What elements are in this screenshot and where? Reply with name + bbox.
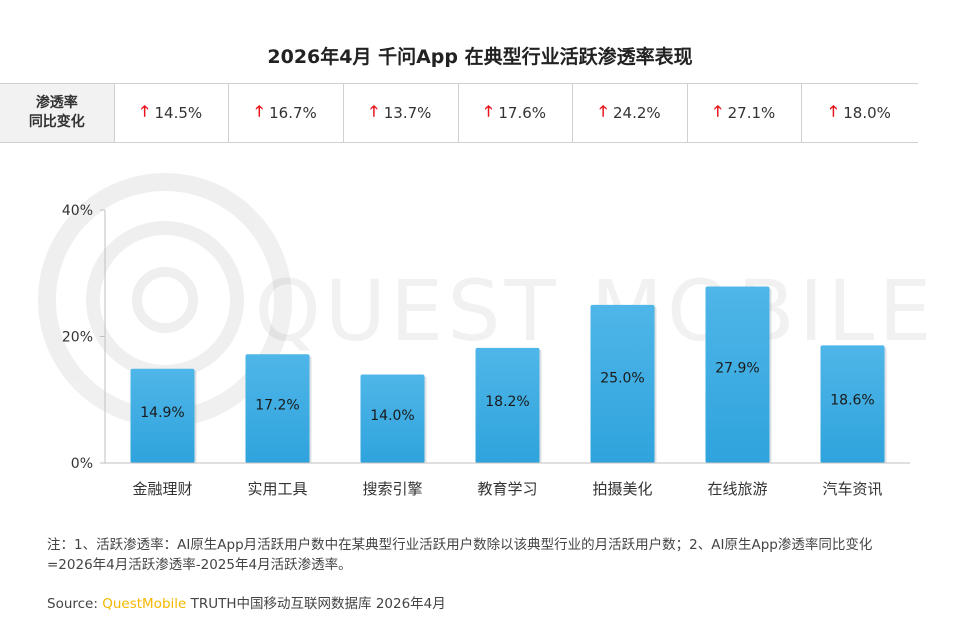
- yoy-change-table: 渗透率 同比变化 🡑 14.5% 🡑 16.7% 🡑 13.7% 🡑 17.6%…: [0, 83, 918, 143]
- bar-group: 14.0%: [360, 374, 427, 463]
- data-label: 18.6%: [830, 392, 874, 408]
- arrow-up-icon: 🡑: [255, 101, 264, 120]
- y-axis: 0% 20% 40%: [62, 203, 106, 472]
- x-axis: 金融理财 实用工具 搜索引擎 教育学习 拍摄美化 在线旅游 汽车资讯: [105, 462, 910, 498]
- x-tick-label: 实用工具: [247, 480, 307, 498]
- bar-group: 18.2%: [475, 347, 542, 463]
- bar: [590, 304, 655, 463]
- bars: 14.9% 17.2% 14.0% 18.2% 25.0% 27.9% 18.6%: [130, 286, 887, 463]
- yoy-change-value: 27.1%: [727, 104, 776, 122]
- footnote: 注：1、活跃渗透率：AI原生App月活跃用户数中在某典型行业活跃用户数除以该典型…: [47, 537, 873, 573]
- data-label: 27.9%: [715, 361, 759, 377]
- yoy-change-cell: 🡑 27.1%: [688, 84, 803, 142]
- yoy-header-line1: 渗透率: [35, 95, 78, 111]
- yoy-change-value: 18.0%: [843, 104, 891, 122]
- source-text: TRUTH中国移动互联网数据库 2026年4月: [190, 596, 446, 612]
- yoy-header-line2: 同比变化: [28, 114, 85, 130]
- arrow-up-icon: 🡑: [599, 101, 608, 120]
- source-line: Source: QuestMobile TRUTH中国移动互联网数据库 2026…: [47, 592, 446, 612]
- source-brand: QuestMobile: [102, 596, 187, 612]
- bar-group: 14.9%: [130, 368, 197, 463]
- bar: [475, 347, 540, 463]
- bar: [130, 368, 195, 463]
- yoy-change-value: 24.2%: [613, 104, 661, 122]
- x-tick-label: 搜索引擎: [362, 480, 422, 498]
- yoy-change-cell: 🡑 16.7%: [229, 84, 344, 142]
- arrow-up-icon: 🡑: [829, 101, 838, 120]
- data-label: 14.9%: [140, 405, 184, 421]
- arrow-up-icon: 🡑: [140, 101, 149, 120]
- y-tick-label: 40%: [62, 203, 93, 219]
- data-label: 17.2%: [255, 397, 299, 413]
- bar-group: 27.9%: [705, 286, 772, 463]
- bar-group: 25.0%: [590, 304, 657, 463]
- x-tick-label: 教育学习: [477, 480, 537, 498]
- x-tick-label: 在线旅游: [707, 480, 767, 498]
- source-prefix: Source:: [47, 596, 98, 612]
- arrow-up-icon: 🡑: [369, 101, 378, 120]
- yoy-change-header: 渗透率 同比变化: [0, 84, 115, 142]
- y-tick-label: 0%: [71, 456, 93, 472]
- yoy-change-cell: 🡑 24.2%: [573, 84, 688, 142]
- yoy-change-value: 16.7%: [269, 104, 317, 122]
- data-label: 18.2%: [485, 394, 529, 410]
- yoy-change-value: 17.6%: [498, 104, 547, 122]
- chart-title: 2026年4月 千问App 在典型行业活跃渗透率表现: [267, 46, 693, 68]
- bar: [705, 286, 770, 463]
- x-tick-label: 金融理财: [132, 480, 192, 498]
- data-label: 25.0%: [600, 371, 644, 387]
- bar: [245, 354, 310, 463]
- yoy-change-value: 13.7%: [383, 104, 432, 122]
- yoy-change-value: 14.5%: [154, 104, 203, 122]
- y-tick-label: 20%: [62, 330, 93, 346]
- bar-group: 18.6%: [820, 345, 887, 463]
- x-tick-label: 汽车资讯: [822, 480, 882, 498]
- yoy-change-cell: 🡑 18.0%: [802, 84, 918, 142]
- bar-group: 17.2%: [245, 354, 312, 463]
- x-tick-label: 拍摄美化: [592, 480, 652, 498]
- arrow-up-icon: 🡑: [713, 101, 722, 120]
- bar: [820, 345, 885, 463]
- arrow-up-icon: 🡑: [484, 101, 493, 120]
- yoy-change-cell: 🡑 17.6%: [459, 84, 574, 142]
- bar: [360, 374, 425, 463]
- yoy-change-cell: 🡑 14.5%: [115, 84, 230, 142]
- yoy-change-cell: 🡑 13.7%: [344, 84, 459, 142]
- data-label: 14.0%: [370, 408, 414, 424]
